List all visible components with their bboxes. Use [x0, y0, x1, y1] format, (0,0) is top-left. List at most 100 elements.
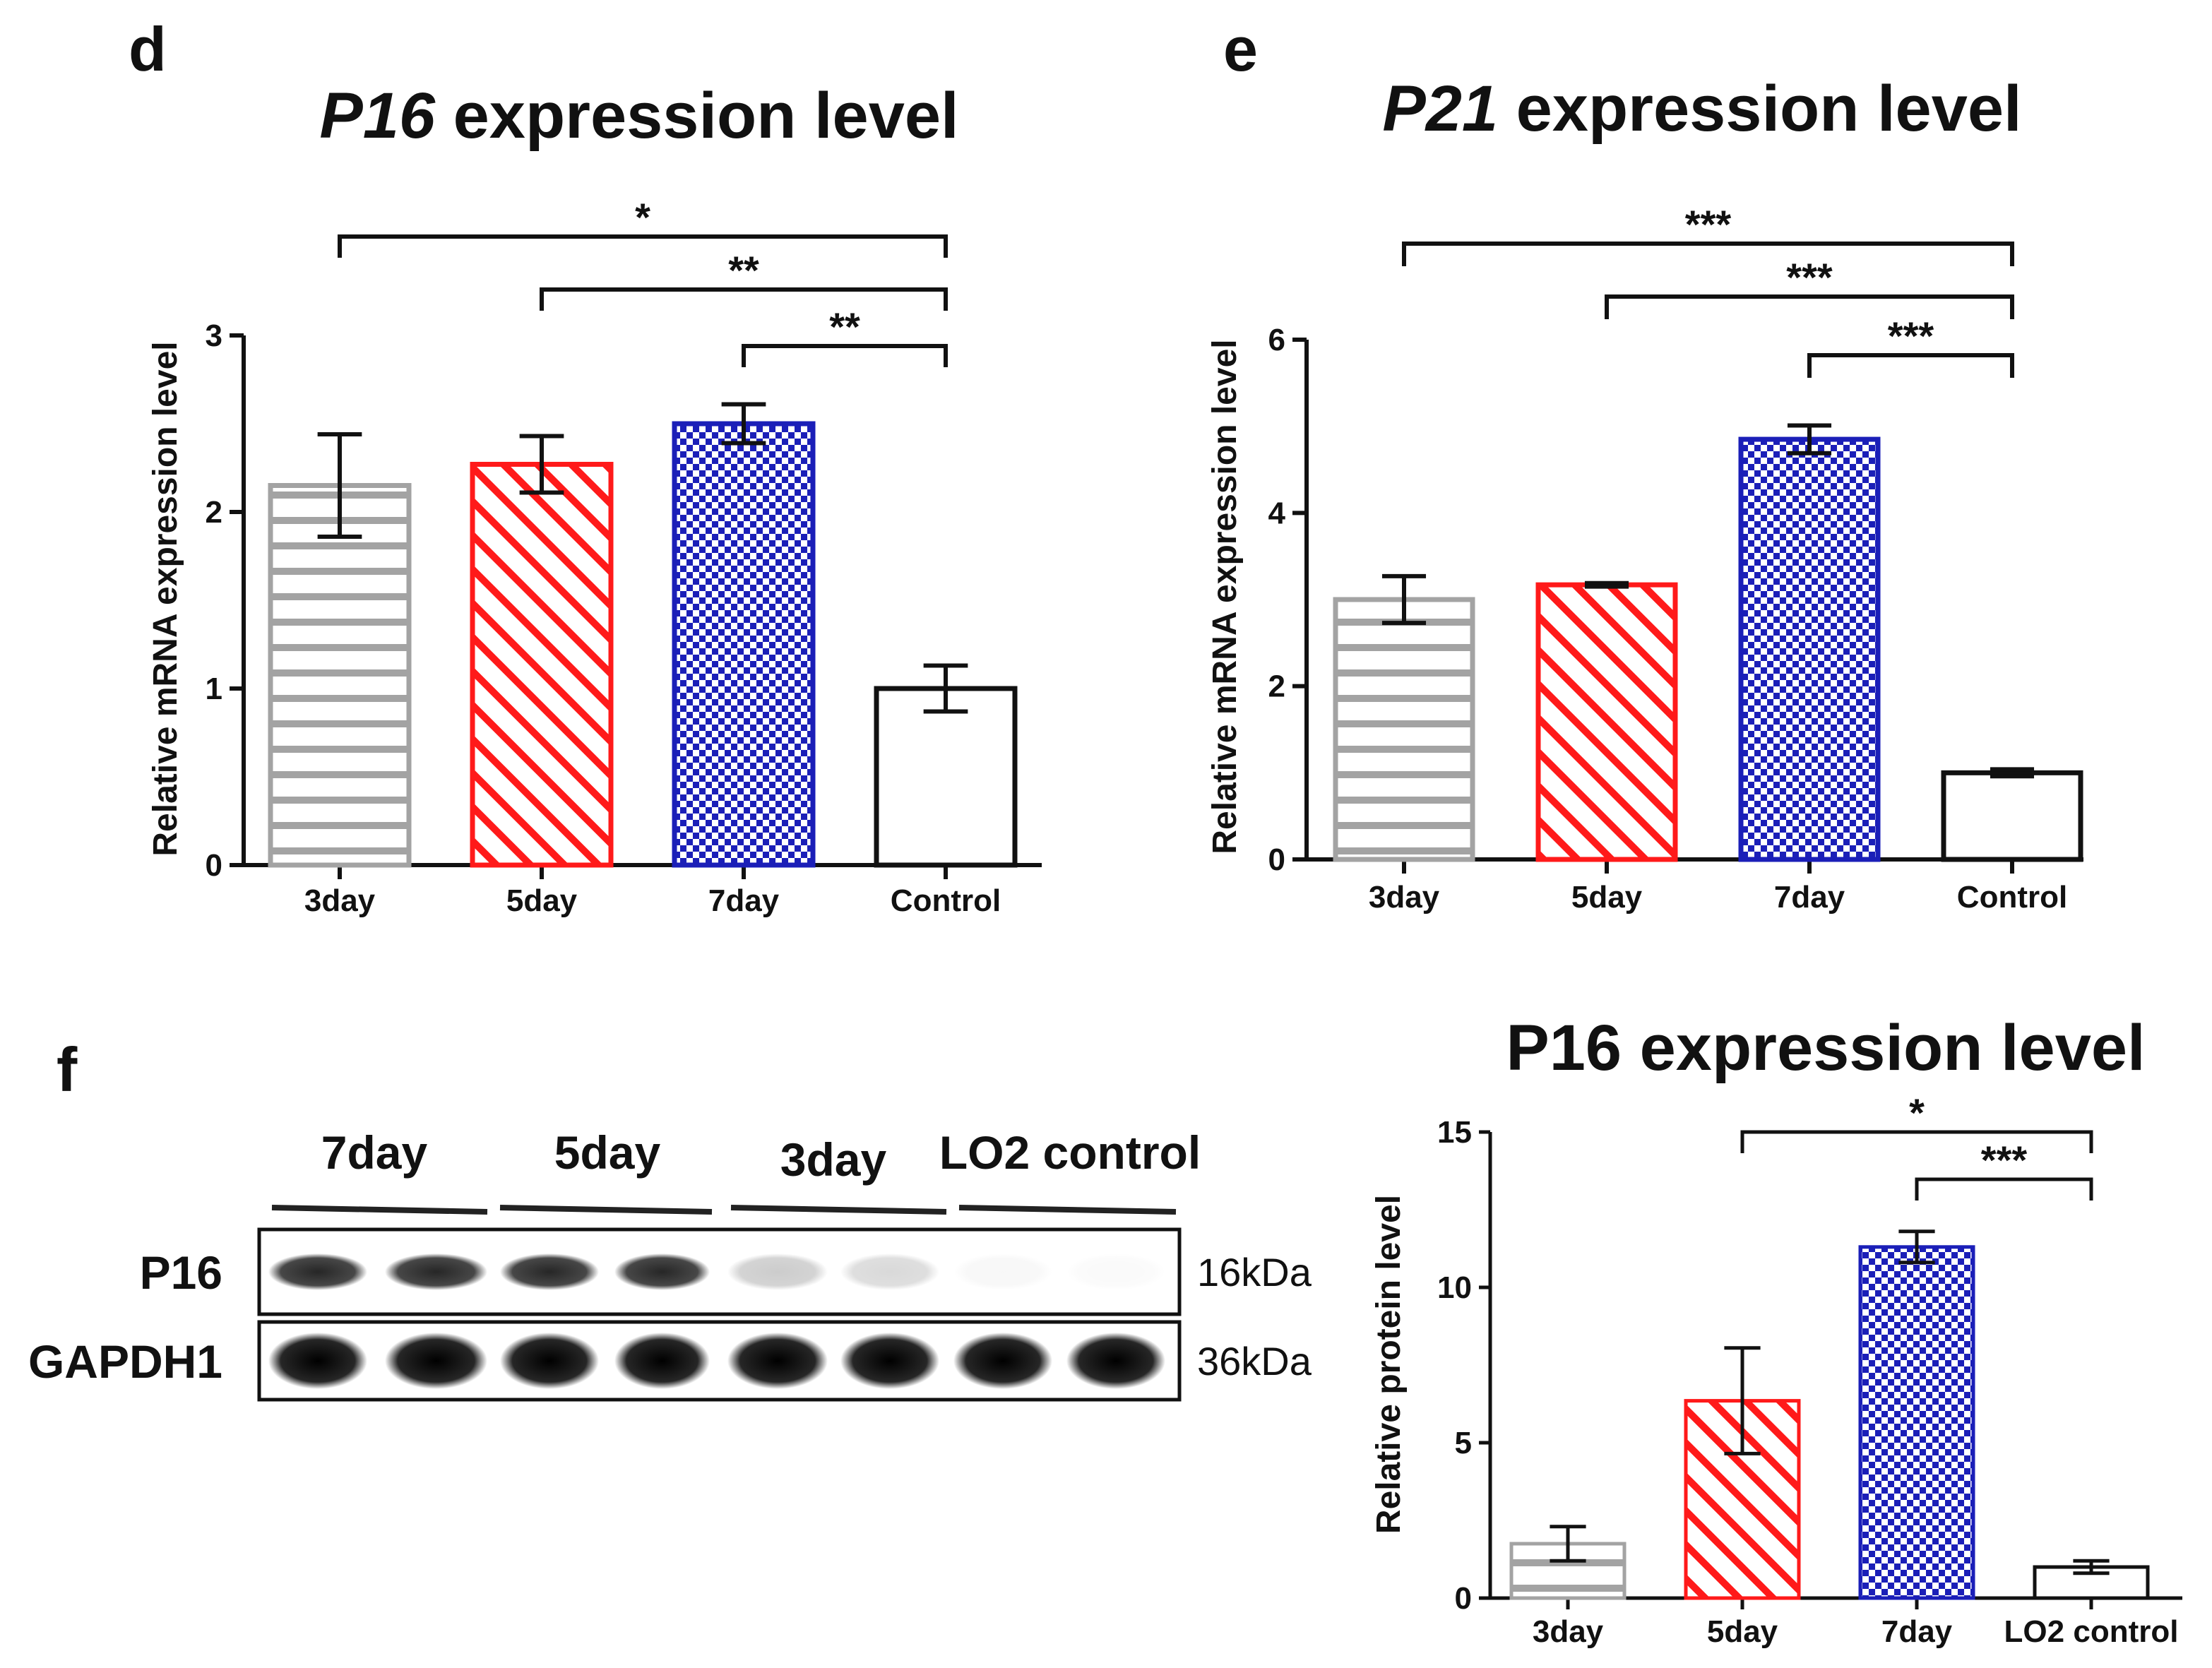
panel-label-e: e — [1223, 14, 1258, 84]
significance-bracket: * — [1740, 1090, 2093, 1153]
significance-label: *** — [1888, 314, 1934, 358]
significance-label: ** — [728, 248, 759, 292]
blot-rows: P16 16kDa GAPDH1 36kDa — [28, 1227, 1312, 1402]
y-tick-label: 3 — [206, 318, 222, 353]
error-bar — [1381, 573, 1427, 626]
blot-band — [385, 1253, 487, 1290]
significance-bracket: *** — [1915, 1138, 2093, 1201]
error-bar — [721, 402, 766, 446]
significance-label: ** — [829, 304, 860, 349]
blot-band — [727, 1253, 828, 1290]
blot-band — [1066, 1253, 1165, 1290]
significance-bracket: ** — [742, 304, 948, 367]
error-bars — [1550, 1229, 2110, 1575]
blot-band — [727, 1333, 828, 1389]
y-tick-label: 5 — [1455, 1426, 1472, 1460]
blot-group-label: LO2 control — [939, 1126, 1201, 1179]
blot-group-underline — [271, 1205, 488, 1215]
y-tick-label: 1 — [206, 672, 222, 706]
blot-band — [840, 1253, 939, 1290]
panel-label-d: d — [129, 14, 167, 84]
bar-7day — [1858, 1245, 1975, 1600]
chart-title-text: P16 expression level — [1506, 1012, 2145, 1084]
significance-brackets: **** — [1740, 1090, 2093, 1201]
x-tick-label: LO2 control — [2004, 1614, 2179, 1649]
blot-row-p16: P16 16kDa — [140, 1227, 1312, 1316]
error-bar — [1787, 423, 1832, 455]
chart-p16-mrna: P16 expression level Relative mRNA expre… — [147, 80, 1042, 918]
error-bar — [923, 663, 968, 714]
bars — [1333, 436, 2083, 862]
chart-p21-mrna: P21 expression level Relative mRNA expre… — [1206, 73, 2083, 915]
blot-protein-label: P16 — [140, 1246, 222, 1299]
y-axis-label: Relative mRNA expression level — [147, 341, 184, 856]
significance-label: * — [1909, 1090, 1925, 1135]
blot-band — [268, 1253, 367, 1290]
y-axis: 0 2 4 6 — [1268, 323, 1309, 877]
blot-group-underline — [958, 1205, 1177, 1215]
blot-band — [614, 1253, 710, 1290]
bar-3day — [268, 483, 412, 868]
y-tick-label: 0 — [1455, 1581, 1472, 1616]
x-tick-label: 3day — [304, 883, 376, 918]
significance-label: *** — [1786, 255, 1833, 299]
y-tick-label: 4 — [1268, 496, 1286, 530]
blot-band — [614, 1333, 710, 1389]
bar-control — [874, 686, 1018, 868]
blot-band — [268, 1333, 367, 1389]
chart-title-text: expression level — [435, 80, 959, 152]
chart-title: P21 expression level — [1382, 73, 2021, 145]
y-tick-label: 10 — [1437, 1270, 1472, 1305]
bars — [1509, 1245, 2150, 1600]
error-bar — [1724, 1346, 1761, 1455]
blot-band — [953, 1253, 1052, 1290]
y-axis: 0 5 10 15 — [1437, 1115, 1492, 1616]
blot-band — [500, 1253, 599, 1290]
bar-5day — [1535, 582, 1678, 862]
blot-group-underline — [499, 1205, 713, 1215]
error-bars — [317, 402, 968, 714]
x-tick-label: 7day — [1881, 1614, 1953, 1649]
significance-bracket: ** — [540, 248, 948, 311]
significance-brackets: *** *** *** — [1402, 202, 2014, 378]
x-tick-label: 7day — [708, 883, 780, 918]
y-axis-label: Relative mRNA expression level — [1206, 339, 1244, 854]
panel-label-f: f — [57, 1035, 78, 1104]
bar-control — [1941, 770, 2083, 862]
bars — [268, 421, 1018, 868]
blot-group-underline — [730, 1205, 947, 1215]
x-tick-label: Control — [1957, 880, 2067, 915]
blot-group-label: 5day — [554, 1126, 661, 1179]
blot-size-label: 36kDa — [1197, 1339, 1312, 1383]
chart-title-gene: P21 — [1382, 73, 1498, 145]
blot-row-gapdh1: GAPDH1 36kDa — [28, 1320, 1312, 1402]
blot-band — [953, 1333, 1052, 1389]
chart-title-gene: P16 — [319, 80, 436, 152]
error-bar — [1990, 767, 2035, 779]
significance-brackets: ***** — [338, 195, 948, 367]
x-axis: 3day 5day 7day LO2 control — [1490, 1596, 2182, 1649]
y-axis-label: Relative protein level — [1370, 1195, 1408, 1534]
error-bars — [1381, 423, 2035, 779]
error-bar — [1898, 1229, 1935, 1265]
y-axis: 0 1 2 3 — [206, 318, 246, 883]
chart-p16-protein: P16 expression level Relative protein le… — [1370, 1012, 2182, 1649]
bar-3day — [1509, 1542, 1627, 1600]
western-blot: 7day 5day 3day LO2 control P16 16kDa GAPDH1 36… — [28, 1126, 1312, 1402]
blot-group-label: 3day — [780, 1133, 887, 1186]
bar-7day — [672, 421, 816, 868]
error-bar — [1584, 580, 1629, 589]
y-tick-label: 0 — [1268, 842, 1285, 877]
x-tick-label: 5day — [1707, 1614, 1778, 1649]
significance-bracket: * — [338, 195, 948, 258]
x-axis: 3day 5day 7day Control — [1307, 857, 2083, 915]
blot-band — [840, 1333, 939, 1389]
blot-group-labels: 7day 5day 3day LO2 control — [271, 1126, 1201, 1215]
chart-title: P16 expression level — [319, 80, 958, 152]
error-bar — [2073, 1559, 2110, 1575]
x-axis: 3day 5day 7day Control — [244, 863, 1042, 918]
y-tick-label: 0 — [206, 848, 222, 883]
error-bar — [1550, 1525, 1586, 1563]
significance-bracket: *** — [1807, 314, 2014, 378]
